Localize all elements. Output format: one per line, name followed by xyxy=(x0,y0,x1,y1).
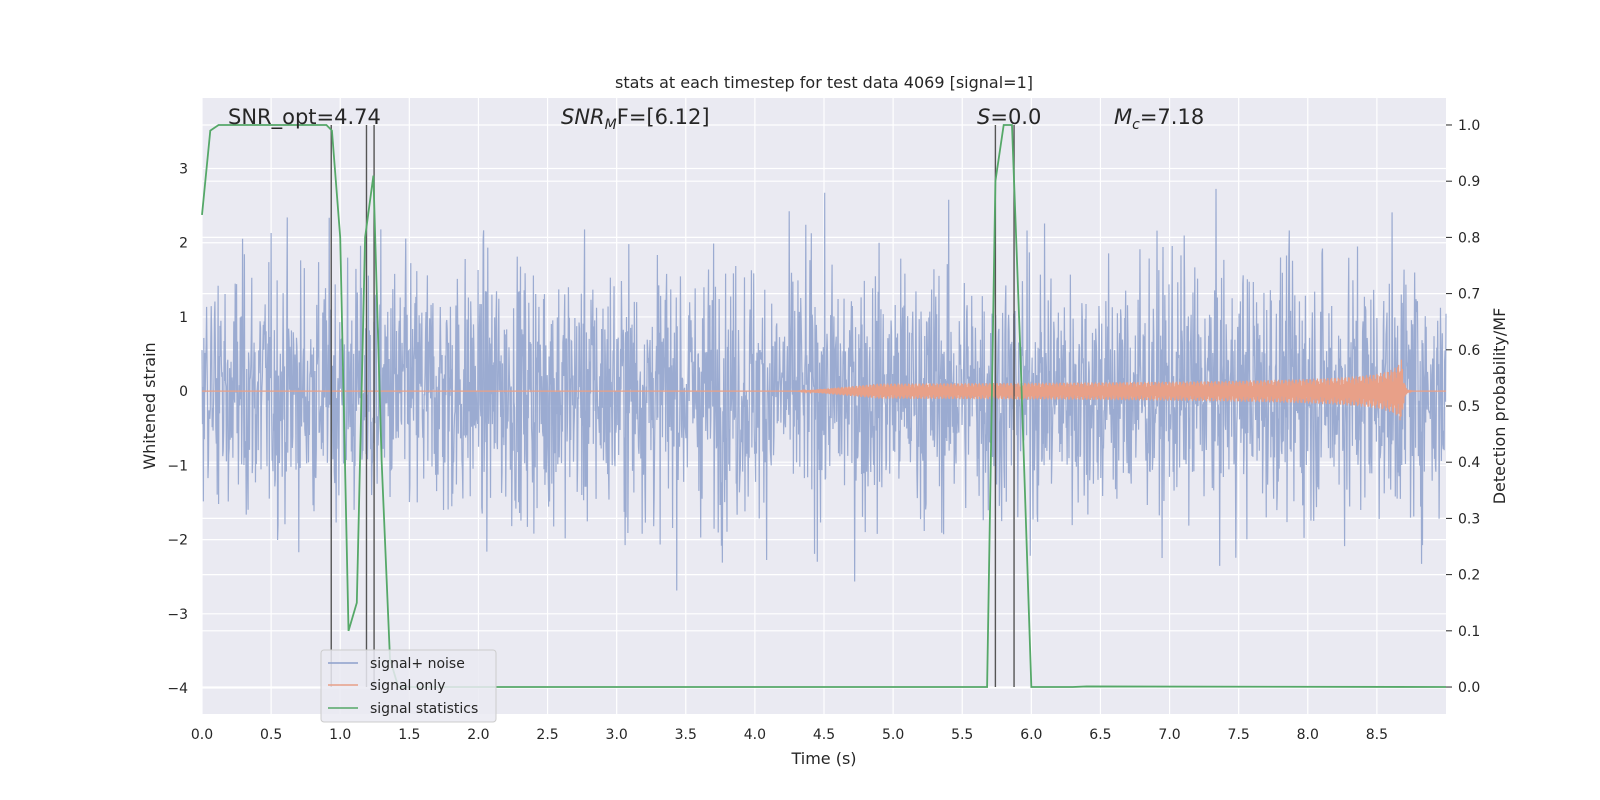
y-axis-label: Whitened strain xyxy=(140,342,159,469)
signal-line xyxy=(202,359,1446,421)
y2-tick-label: 0.9 xyxy=(1458,174,1480,190)
x-tick-label: 2.5 xyxy=(536,727,558,743)
legend-label-noise: signal+ noise xyxy=(370,656,465,672)
x-tick-label: 5.5 xyxy=(951,727,973,743)
y-tick-label: −3 xyxy=(167,607,188,623)
y-tick-label: −1 xyxy=(167,458,188,474)
y-tick-label: −2 xyxy=(167,533,188,549)
y-tick-label: 2 xyxy=(179,236,188,252)
x-tick-label: 4.0 xyxy=(744,727,766,743)
x-tick-label: 3.5 xyxy=(675,727,697,743)
x-axis-label: Time (s) xyxy=(790,749,856,768)
legend-label-signal: signal only xyxy=(370,678,445,694)
y2-tick-label: 0.4 xyxy=(1458,455,1480,471)
annotation-snr-mf-main: SNR xyxy=(561,105,605,129)
x-tick-label: 6.5 xyxy=(1089,727,1111,743)
legend-box xyxy=(320,649,497,723)
x-tick-label: 7.0 xyxy=(1158,727,1180,743)
annotation-snr-mf: SNRMF=[6.12] xyxy=(561,105,710,133)
x-tick-label: 6.0 xyxy=(1020,727,1042,743)
legend: signal+ noise signal only signal statist… xyxy=(320,649,497,723)
x-tick-label: 3.0 xyxy=(606,727,628,743)
y-tick-label: 3 xyxy=(179,162,188,178)
annotation-mc-sub: c xyxy=(1132,117,1140,133)
legend-label-stats: signal statistics xyxy=(370,701,478,717)
annotation-s-rest: =0.0 xyxy=(990,105,1041,129)
annotation-snr-opt: SNR_opt=4.74 xyxy=(228,105,381,130)
x-tick-label: 0.0 xyxy=(191,727,213,743)
y2-tick-label: 0.2 xyxy=(1458,568,1480,584)
annotation-snr-mf-rest: F=[6.12] xyxy=(617,105,710,129)
signal-statistics-series xyxy=(201,124,1447,688)
y2-axis-label: Detection probability/MF xyxy=(1490,308,1509,505)
x-tick-label: 7.5 xyxy=(1228,727,1250,743)
y2-tick-label: 0.6 xyxy=(1458,343,1480,359)
x-tick-label: 4.5 xyxy=(813,727,835,743)
y-tick-labels: 3 2 1 0 −1 −2 −3 −4 xyxy=(167,162,188,698)
y2-tick-label: 0.3 xyxy=(1458,511,1480,527)
x-tick-label: 5.0 xyxy=(882,727,904,743)
y-tick-label: 0 xyxy=(179,384,188,400)
y-tick-label: −4 xyxy=(167,681,188,697)
x-tick-label: 1.5 xyxy=(398,727,420,743)
x-tick-label: 1.0 xyxy=(329,727,351,743)
y2-tick-label: 0.8 xyxy=(1458,230,1480,246)
y2-tick-label: 0.1 xyxy=(1458,624,1480,640)
stats-line xyxy=(201,124,1447,688)
x-tick-label: 8.5 xyxy=(1366,727,1388,743)
x-tick-label: 8.0 xyxy=(1297,727,1319,743)
annotation-s: S=0.0 xyxy=(977,105,1041,129)
x-tick-label: 2.0 xyxy=(467,727,489,743)
annotation-mc-main: M xyxy=(1114,105,1132,129)
x-tick-labels: 0.0 0.5 1.0 1.5 2.0 2.5 3.0 3.5 4.0 4.5 5.0 5.5 6.0 6… xyxy=(191,727,1388,743)
signal-only-series xyxy=(202,359,1446,421)
y-tick-label: 1 xyxy=(179,310,188,326)
y2-tick-label: 1.0 xyxy=(1458,118,1480,134)
noise-line xyxy=(201,188,1447,591)
y2-tick-label: 0.7 xyxy=(1458,287,1480,303)
signal-noise-series xyxy=(201,188,1447,591)
x-tick-label: 0.5 xyxy=(260,727,282,743)
annotation-snr-mf-sub: M xyxy=(605,117,617,133)
y2-tick-label: 0.5 xyxy=(1458,399,1480,415)
y2-tick-labels: 1.0 0.9 0.8 0.7 0.6 0.5 0.4 0.3 0.2 0.1 0.0 xyxy=(1446,118,1480,696)
annotation-mc: Mc=7.18 xyxy=(1114,105,1204,133)
annotation-mc-rest: =7.18 xyxy=(1140,105,1204,129)
annotation-s-main: S xyxy=(977,105,990,129)
y2-tick-label: 0.0 xyxy=(1458,680,1480,696)
chart-title: stats at each timestep for test data 406… xyxy=(615,73,1033,92)
